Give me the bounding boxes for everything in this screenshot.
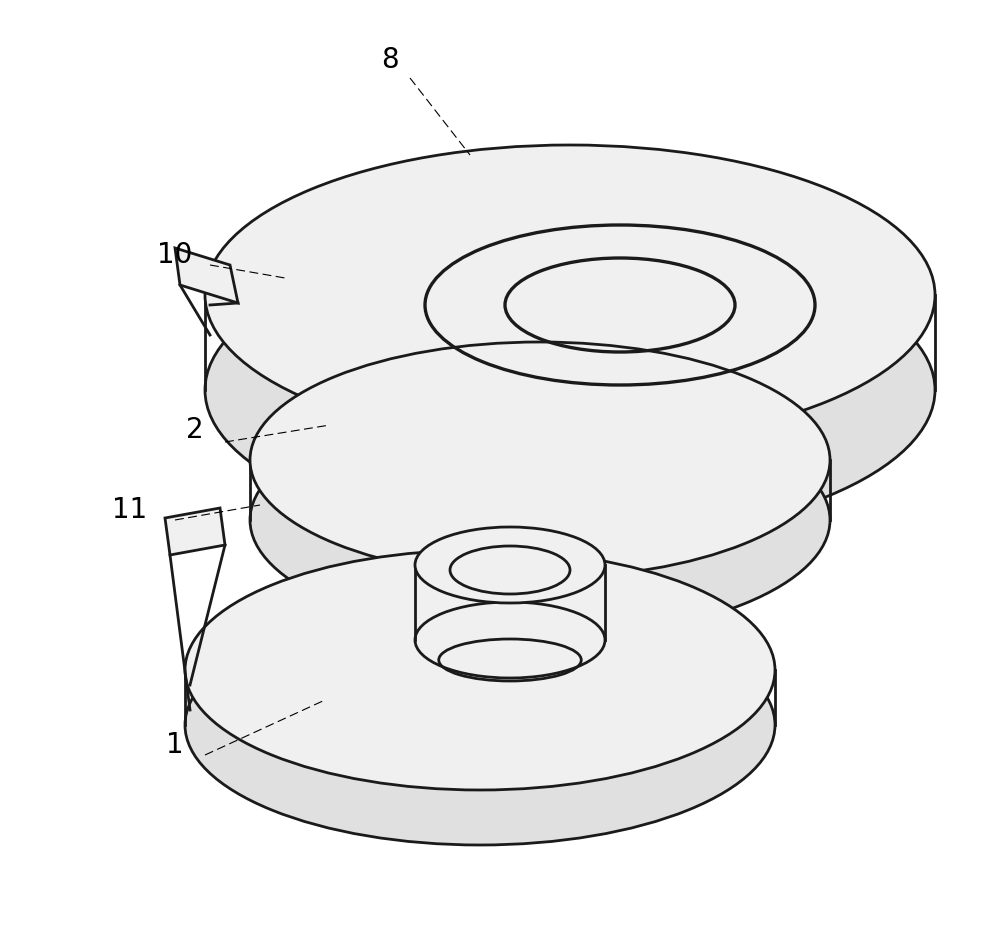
- Ellipse shape: [250, 402, 830, 638]
- Text: 8: 8: [381, 46, 399, 74]
- Text: 10: 10: [157, 241, 193, 269]
- Text: 2: 2: [186, 416, 204, 444]
- Ellipse shape: [185, 550, 775, 790]
- Ellipse shape: [415, 602, 605, 678]
- Ellipse shape: [415, 527, 605, 603]
- Ellipse shape: [205, 240, 935, 540]
- Text: 1: 1: [166, 731, 184, 759]
- Text: 11: 11: [112, 496, 148, 524]
- Ellipse shape: [185, 605, 775, 845]
- Ellipse shape: [205, 145, 935, 445]
- Ellipse shape: [250, 342, 830, 578]
- Polygon shape: [165, 508, 225, 555]
- Polygon shape: [175, 248, 238, 303]
